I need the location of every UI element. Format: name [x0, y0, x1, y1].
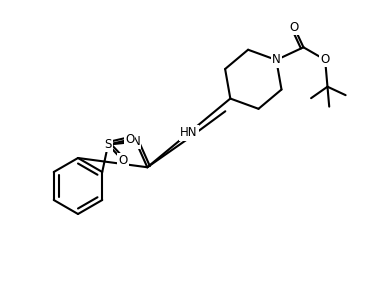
Text: O: O	[289, 21, 299, 34]
Text: N: N	[132, 135, 140, 148]
Text: HN: HN	[180, 126, 197, 139]
Text: O: O	[125, 133, 134, 146]
Text: N: N	[272, 53, 280, 66]
Text: O: O	[119, 154, 128, 167]
Text: O: O	[321, 53, 330, 66]
Text: S: S	[104, 138, 112, 151]
